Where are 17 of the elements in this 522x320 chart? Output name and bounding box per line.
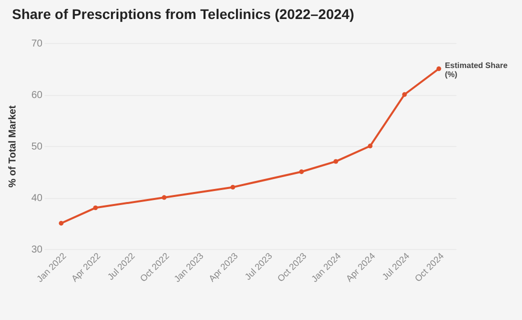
point	[402, 92, 407, 97]
y-tick-label: 30	[31, 244, 43, 256]
point	[93, 205, 98, 210]
y-tick-label: 60	[31, 90, 43, 101]
point	[230, 184, 236, 190]
point	[299, 169, 304, 174]
y-axis-title: % of Total Market	[7, 104, 18, 188]
point	[436, 66, 442, 72]
point	[333, 159, 338, 164]
y-tick-label: 70	[31, 38, 43, 50]
chart-title: Share of Prescriptions from Teleclinics (2022–2024)	[12, 6, 354, 22]
y-tick-label: 40	[31, 193, 43, 204]
point	[368, 144, 373, 148]
point	[58, 220, 64, 226]
series-label: Estimated Share (%)	[444, 60, 508, 79]
y-tick-label: 50	[31, 142, 43, 152]
point	[162, 195, 167, 200]
